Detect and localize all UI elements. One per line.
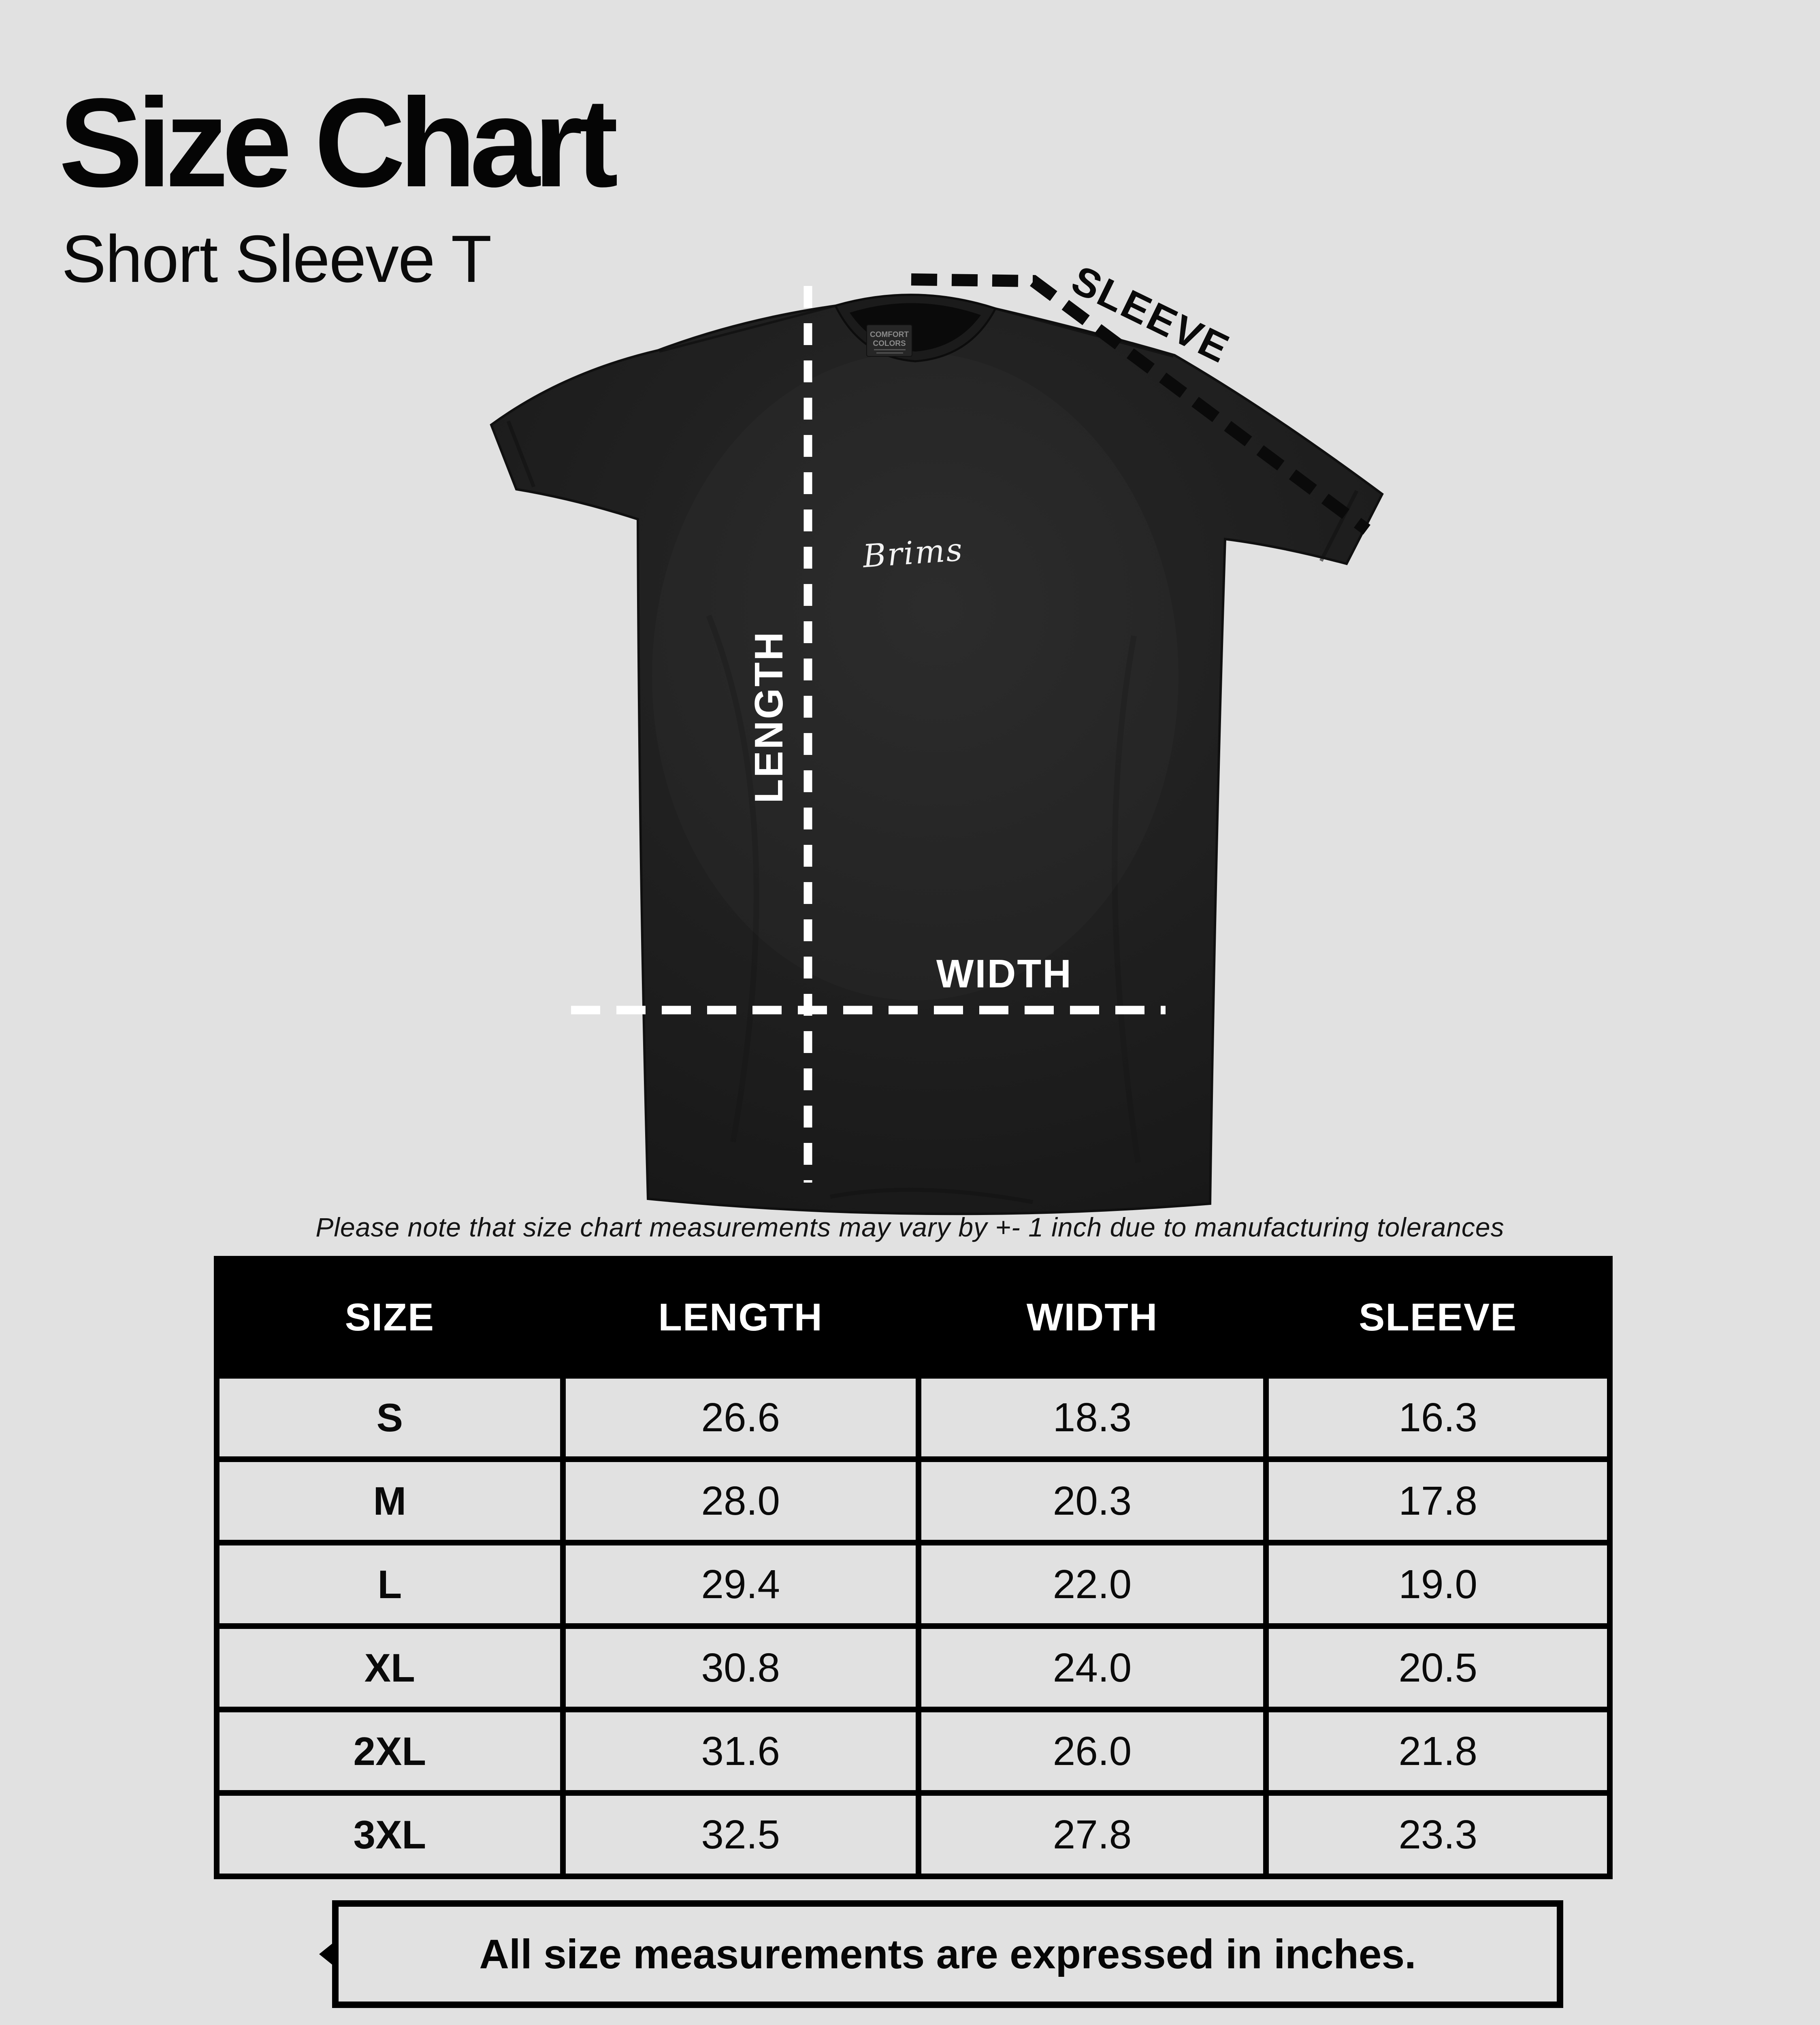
footer-note-box: All size measurements are expressed in i… (332, 1900, 1563, 2008)
brand-script-logo: Brims (861, 531, 965, 575)
length-cell: 32.5 (565, 1796, 916, 1874)
page-title: Size Chart (59, 72, 618, 213)
size-cell: 2XL (220, 1712, 560, 1790)
width-cell: 24.0 (921, 1629, 1264, 1707)
collar-tag-rect (866, 324, 912, 357)
length-cell: 28.0 (565, 1462, 916, 1540)
sleeve-dashed-line (911, 273, 1370, 535)
tshirt-measurement-diagram: COMFORT COLORS Brims LENGTH WIDTH SLEEVE (490, 257, 1384, 1215)
collar-tag-text-2: COLORS (873, 339, 906, 348)
left-shoulder-seam (659, 305, 836, 353)
table-header-size: SIZE (220, 1262, 560, 1373)
sleeve-cell: 23.3 (1269, 1796, 1607, 1874)
size-table: SIZE LENGTH WIDTH SLEEVE S 26.6 18.3 16.… (214, 1256, 1613, 1879)
tolerance-note: Please note that size chart measurements… (315, 1212, 1505, 1242)
size-cell: M (220, 1462, 560, 1540)
sleeve-cell: 17.8 (1269, 1462, 1607, 1540)
table-header-sleeve: SLEEVE (1269, 1262, 1607, 1373)
width-cell: 27.8 (921, 1796, 1264, 1874)
width-label: WIDTH (936, 951, 1072, 996)
length-cell: 31.6 (565, 1712, 916, 1790)
length-cell: 26.6 (565, 1379, 916, 1456)
width-cell: 26.0 (921, 1712, 1264, 1790)
size-cell: XL (220, 1629, 560, 1707)
table-header-width: WIDTH (921, 1262, 1264, 1373)
right-cuff-seam (1319, 490, 1359, 562)
width-cell: 20.3 (921, 1462, 1264, 1540)
left-cuff-seam (506, 420, 536, 488)
table-header-length: LENGTH (565, 1262, 916, 1373)
hem-seam-line (830, 1187, 1033, 1204)
sleeve-cell: 16.3 (1269, 1379, 1607, 1456)
length-label: LENGTH (746, 631, 791, 804)
footer-box-notch (319, 1942, 334, 1966)
fabric-highlight (652, 352, 1179, 1000)
collar-tag-text-1: COMFORT (870, 330, 909, 339)
sleeve-cell: 20.5 (1269, 1629, 1607, 1707)
wrinkle-line (706, 614, 759, 1143)
size-cell: L (220, 1545, 560, 1623)
footer-note-text: All size measurements are expressed in i… (479, 1931, 1416, 1977)
width-cell: 18.3 (921, 1379, 1264, 1456)
sleeve-cell: 21.8 (1269, 1712, 1607, 1790)
wrinkle-line (1112, 635, 1141, 1163)
right-shoulder-seam (995, 307, 1174, 358)
length-cell: 30.8 (565, 1629, 916, 1707)
collar-tag-fineprint (876, 352, 903, 354)
length-cell: 29.4 (565, 1545, 916, 1623)
size-cell: 3XL (220, 1796, 560, 1874)
size-cell: S (220, 1379, 560, 1456)
collar-tag: COMFORT COLORS (866, 324, 912, 357)
collar-tag-fineprint (874, 349, 906, 350)
page-subtitle: Short Sleeve T (62, 222, 492, 296)
sleeve-cell: 19.0 (1269, 1545, 1607, 1623)
tshirt-graphic: COMFORT COLORS Brims (490, 294, 1384, 1215)
width-cell: 22.0 (921, 1545, 1264, 1623)
